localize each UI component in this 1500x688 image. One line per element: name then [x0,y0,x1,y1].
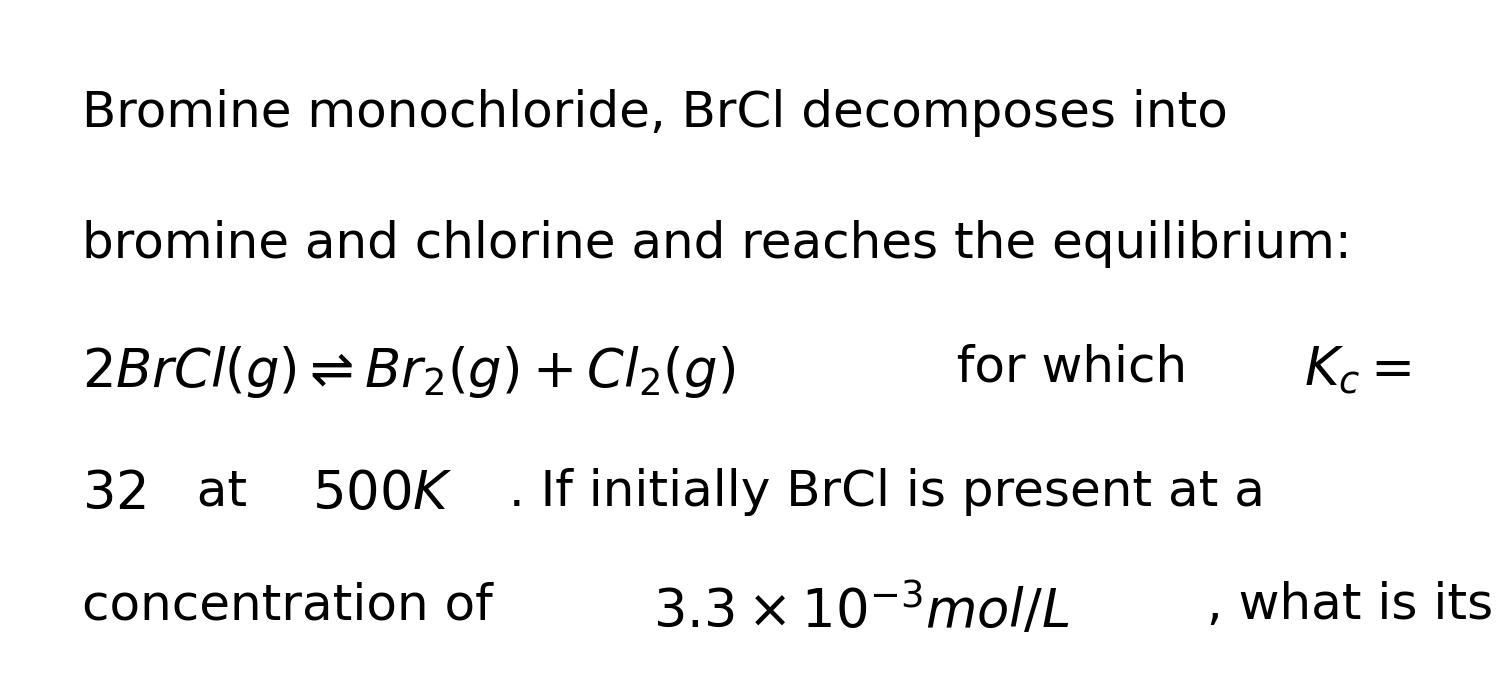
Text: bromine and chlorine and reaches the equilibrium:: bromine and chlorine and reaches the equ… [82,220,1353,268]
Text: concentration of: concentration of [82,581,525,630]
Text: $32$: $32$ [82,468,147,520]
Text: Bromine monochloride, BrCl decomposes into: Bromine monochloride, BrCl decomposes in… [82,89,1228,138]
Text: $K_c =$: $K_c =$ [1305,344,1412,396]
Text: $500K$: $500K$ [312,468,453,520]
Text: , what is its: , what is its [1191,581,1492,630]
Text: . If initially BrCl is present at a: . If initially BrCl is present at a [494,468,1266,516]
Text: $2BrCl(g) \rightleftharpoons Br_2(g) + Cl_2(g)$: $2BrCl(g) \rightleftharpoons Br_2(g) + C… [82,344,735,400]
Text: at: at [165,468,279,516]
Text: for which: for which [926,344,1220,392]
Text: $3.3 \times 10^{-3}mol/L$: $3.3 \times 10^{-3}mol/L$ [654,581,1070,638]
